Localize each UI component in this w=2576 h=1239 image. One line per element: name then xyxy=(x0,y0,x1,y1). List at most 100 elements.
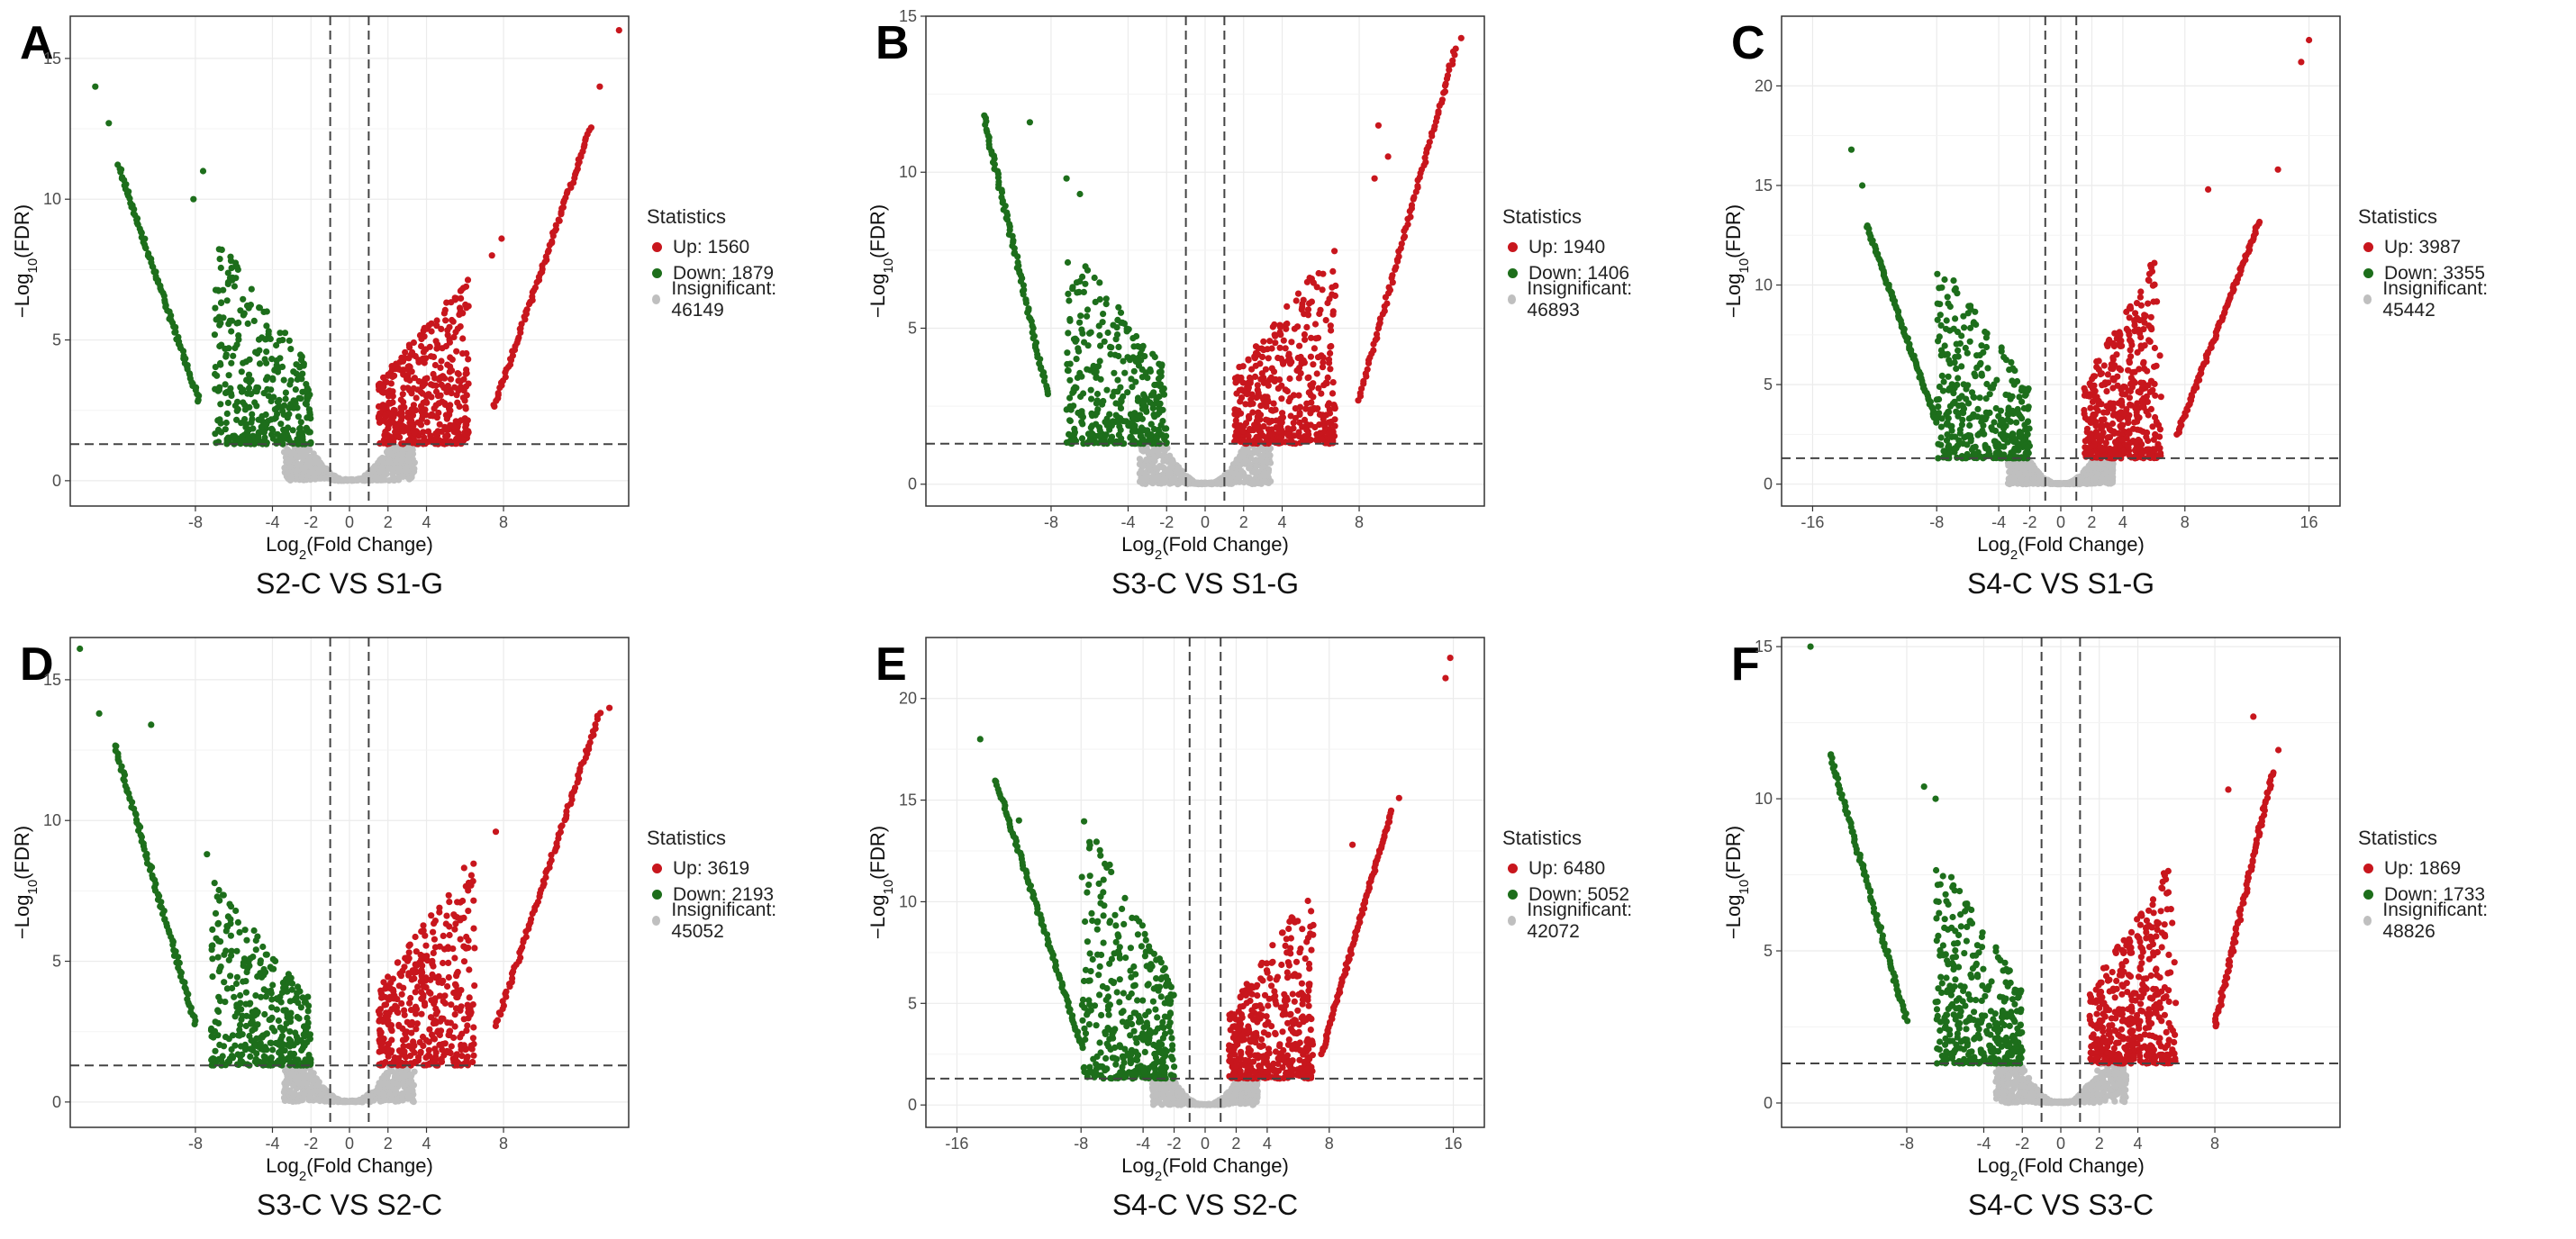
down-point xyxy=(1946,384,1953,393)
down-point xyxy=(248,419,255,426)
down-point xyxy=(1950,277,1957,285)
up-point xyxy=(2118,342,2126,349)
up-point xyxy=(2156,426,2163,433)
down-point xyxy=(1084,439,1092,446)
down-point xyxy=(212,304,219,312)
up-point xyxy=(1327,349,1334,357)
up-point xyxy=(1326,410,1334,417)
up-point xyxy=(2093,364,2100,371)
down-point xyxy=(1124,389,1131,396)
up-point xyxy=(2126,304,2133,312)
x-tick-label: -16 xyxy=(1800,513,1824,531)
insignificant-point xyxy=(1230,470,1238,477)
insignificant-point xyxy=(1138,447,1146,454)
down-point xyxy=(1066,376,1074,384)
legend-label-down: Down: 1879 xyxy=(673,262,775,284)
up-point xyxy=(1232,406,1239,413)
down-point xyxy=(179,348,187,355)
insignificant-point xyxy=(1263,457,1270,465)
down-point xyxy=(117,168,124,176)
up-point xyxy=(449,356,456,363)
insignificant-point xyxy=(1144,474,1151,481)
down-point xyxy=(1125,326,1132,333)
down-point xyxy=(1094,363,1102,370)
down-point xyxy=(255,416,262,423)
up-point xyxy=(1414,182,1421,190)
down-point xyxy=(1943,437,1951,444)
y-axis-title: −Log10(FDR) xyxy=(1722,204,1752,318)
up-point xyxy=(1266,338,1274,345)
down-point xyxy=(1076,369,1084,376)
legend-dot-up xyxy=(1508,242,1518,252)
up-point xyxy=(1374,122,1382,129)
insignificant-point xyxy=(405,451,413,458)
down-point xyxy=(1935,403,1942,411)
down-point xyxy=(1945,373,1952,380)
up-point xyxy=(1287,412,1294,420)
up-point xyxy=(1364,366,1371,373)
up-point xyxy=(2086,448,2094,457)
up-point xyxy=(1329,390,1337,397)
insignificant-point xyxy=(1217,480,1224,487)
x-tick-label: -4 xyxy=(1991,513,2006,531)
down-point xyxy=(1095,432,1102,439)
down-point xyxy=(1086,330,1093,337)
up-point xyxy=(1245,357,1252,364)
insignificant-point xyxy=(2036,472,2043,479)
down-point xyxy=(1955,412,1962,420)
down-point xyxy=(277,330,284,337)
up-point xyxy=(2126,357,2133,365)
down-point xyxy=(1847,146,1855,153)
up-point xyxy=(2095,401,2102,408)
up-point xyxy=(453,348,460,355)
up-point xyxy=(399,391,406,398)
up-point xyxy=(1262,398,1270,405)
up-point xyxy=(1272,339,1279,347)
down-point xyxy=(1101,338,1108,345)
up-point xyxy=(1251,373,1259,380)
down-point xyxy=(256,439,263,447)
down-point xyxy=(1084,267,1092,274)
down-point xyxy=(1103,386,1111,393)
up-point xyxy=(452,440,459,448)
insignificant-point xyxy=(298,473,305,480)
down-point xyxy=(297,395,304,402)
insignificant-point xyxy=(387,450,395,457)
up-point xyxy=(410,339,417,347)
up-point xyxy=(1240,422,1247,430)
x-tick-label: -2 xyxy=(2023,513,2037,531)
down-point xyxy=(2024,387,2031,394)
down-point xyxy=(292,400,299,407)
up-point xyxy=(2147,313,2154,321)
up-point xyxy=(1305,437,1312,444)
down-point xyxy=(1954,290,1961,297)
up-point xyxy=(2103,409,2111,416)
up-point xyxy=(2151,344,2158,352)
insignificant-point xyxy=(1251,447,1259,454)
down-point xyxy=(302,400,309,407)
down-point xyxy=(233,416,240,423)
up-point xyxy=(2131,317,2138,324)
up-point xyxy=(1408,202,1416,209)
up-point xyxy=(2100,446,2107,453)
down-point xyxy=(2018,384,2026,392)
legend-dot-down xyxy=(2363,268,2373,278)
x-tick-label: -2 xyxy=(304,513,318,531)
up-point xyxy=(1300,296,1307,303)
insignificant-point xyxy=(1137,477,1144,484)
up-point xyxy=(1269,323,1276,330)
up-point xyxy=(1329,379,1337,386)
down-point xyxy=(1935,455,1942,462)
y-tick-label: 5 xyxy=(908,319,917,337)
up-point xyxy=(1273,417,1280,424)
down-point xyxy=(2002,391,2009,398)
up-point xyxy=(2103,388,2110,395)
up-point xyxy=(2118,430,2125,439)
insignificant-point xyxy=(395,465,403,472)
x-axis-title: Log2(Fold Change) xyxy=(266,533,433,563)
up-point xyxy=(1294,290,1302,297)
down-point xyxy=(269,427,277,434)
down-point xyxy=(1153,435,1160,442)
x-tick-label: 2 xyxy=(384,513,393,531)
up-point xyxy=(433,317,440,324)
